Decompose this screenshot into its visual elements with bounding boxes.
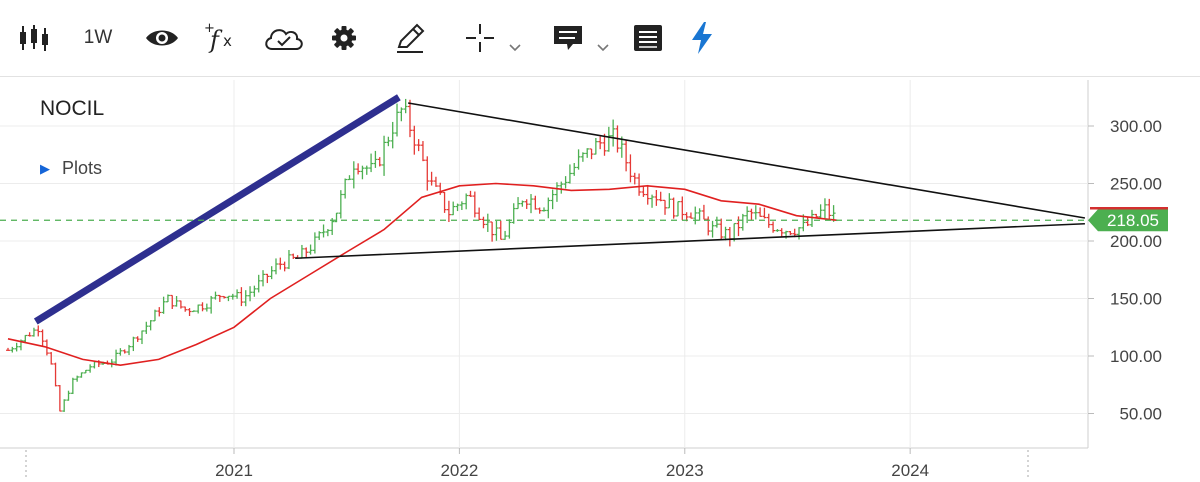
list-icon[interactable] — [626, 18, 670, 58]
pencil-icon[interactable] — [388, 18, 432, 58]
eye-icon[interactable] — [140, 18, 184, 58]
chevron-down-icon[interactable] — [504, 28, 526, 68]
svg-text:x: x — [223, 32, 232, 50]
timeframe-button[interactable]: 1W — [76, 18, 120, 58]
price-badge-label: 218.05 — [1107, 211, 1159, 230]
plots-toggle[interactable]: ▶ Plots — [40, 158, 102, 179]
moving-average-line — [7, 182, 838, 367]
current-price-indicator: 218.05 — [0, 206, 1168, 232]
y-tick-label: 150.00 — [1110, 290, 1162, 309]
chevron-down-icon[interactable] — [592, 28, 614, 68]
cloud-save-icon[interactable] — [260, 18, 308, 58]
timeframe-label: 1W — [83, 27, 113, 48]
y-tick-label: 300.00 — [1110, 117, 1162, 136]
plots-label: Plots — [62, 158, 103, 178]
chart-grid — [0, 80, 1089, 449]
symbol-label: NOCIL — [40, 97, 105, 120]
y-tick-label: 250.00 — [1110, 175, 1162, 194]
x-tick-label: 2023 — [666, 461, 704, 480]
chart-toolbar: 1W + f x — [0, 0, 1200, 77]
expand-triangle-icon: ▶ — [40, 160, 50, 176]
function-icon[interactable]: + f x — [198, 18, 242, 58]
price-chart[interactable]: 50.00 100.00 150.00 200.00 250.00 300.00 2021… — [0, 77, 1200, 482]
lightning-icon[interactable] — [684, 18, 720, 58]
trendline — [408, 102, 1086, 219]
y-axis: 50.00 100.00 150.00 200.00 250.00 300.00 — [1088, 117, 1162, 424]
moving-average-line — [7, 182, 838, 367]
candlestick-icon[interactable] — [14, 18, 54, 58]
x-tick-label: 2021 — [215, 461, 253, 480]
gear-icon[interactable] — [324, 18, 364, 58]
trendline — [295, 222, 1085, 260]
thick-trendline — [33, 94, 401, 325]
svg-text:+: + — [204, 21, 215, 36]
x-tick-label: 2024 — [891, 461, 929, 480]
svg-text:f: f — [208, 26, 223, 54]
y-tick-label: 200.00 — [1110, 232, 1162, 251]
x-tick-label: 2022 — [440, 461, 478, 480]
y-tick-label: 100.00 — [1110, 347, 1162, 366]
y-tick-label: 50.00 — [1119, 405, 1162, 424]
comment-icon[interactable] — [546, 18, 590, 58]
price-badge — [1088, 209, 1168, 232]
crosshair-icon[interactable] — [458, 18, 502, 58]
trendlines[interactable] — [33, 94, 1086, 325]
x-axis: 2021 2022 2023 2024 — [25, 448, 1029, 480]
